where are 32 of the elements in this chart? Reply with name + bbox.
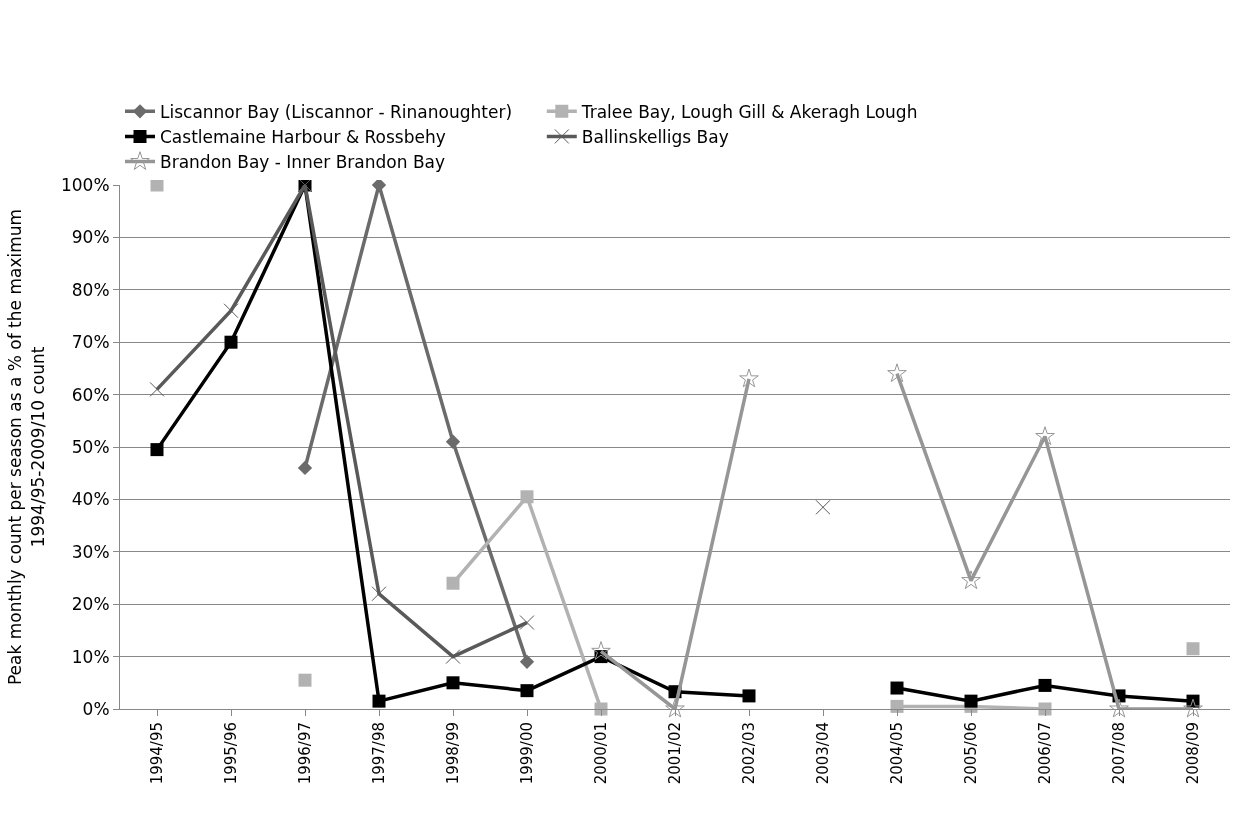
- y-tick-label: 30%: [71, 541, 110, 562]
- y-tick-label: 60%: [71, 384, 110, 405]
- legend-label: Liscannor Bay (Liscannor - Rinanoughter): [160, 101, 513, 122]
- x-tick-label: 2008/09: [1183, 722, 1202, 785]
- y-tick-label: 90%: [71, 227, 110, 248]
- x-tick-label: 1998/99: [443, 722, 462, 785]
- x-tick-label: 2001/02: [665, 722, 684, 785]
- x-tick-label: 2005/06: [961, 722, 980, 785]
- x-tick-label: 1995/96: [221, 722, 240, 785]
- x-tick-label: 2003/04: [813, 722, 832, 785]
- y-tick-label: 10%: [71, 646, 110, 667]
- legend-label: Ballinskelligs Bay: [581, 127, 729, 148]
- y-tick-label: 50%: [71, 436, 110, 457]
- x-tick-label: 1997/98: [369, 722, 388, 785]
- y-axis-title: Peak monthly count per season as a % of the maximum 1994/95-2009/10 count: [5, 208, 48, 686]
- x-tick-label: 2007/08: [1109, 722, 1128, 785]
- y-tick-label: 20%: [71, 594, 110, 615]
- x-tick-label: 1999/00: [517, 722, 536, 785]
- x-tick-label: 2004/05: [887, 722, 906, 785]
- y-tick-label: 0%: [82, 698, 110, 719]
- x-tick-label: 1996/97: [295, 722, 314, 785]
- x-tick-label: 2000/01: [591, 722, 610, 785]
- y-tick-label: 100%: [60, 174, 110, 195]
- y-tick-label: 40%: [71, 489, 110, 510]
- y-tick-label: 80%: [71, 279, 110, 300]
- y-tick-label: 70%: [71, 332, 110, 353]
- legend-label: Castlemaine Harbour & Rossbehy: [160, 127, 446, 148]
- x-tick-label: 2006/07: [1035, 722, 1054, 785]
- x-tick-label: 1994/95: [147, 722, 166, 785]
- legend-label: Brandon Bay - Inner Brandon Bay: [160, 152, 446, 173]
- x-tick-label: 2002/03: [739, 722, 758, 785]
- legend-label: Tralee Bay, Lough Gill & Akeragh Lough: [580, 101, 918, 122]
